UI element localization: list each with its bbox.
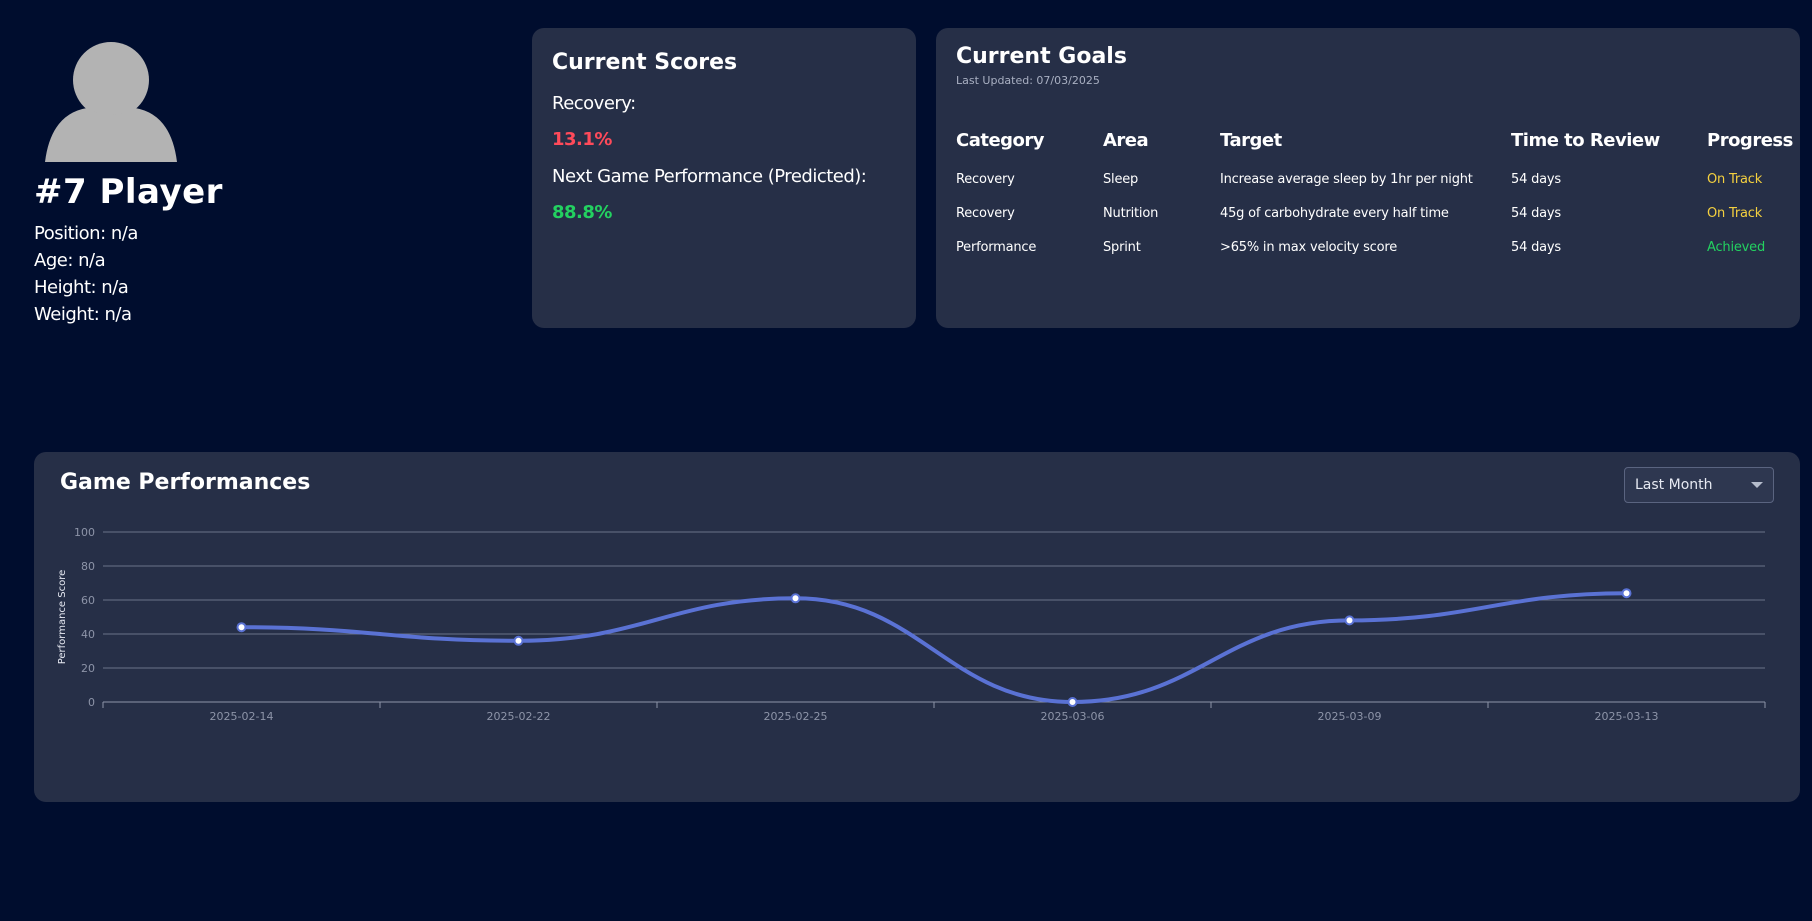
x-tick-label: 2025-03-06 [1041, 710, 1105, 723]
goal-category: Performance [956, 239, 1037, 255]
goal-category: Recovery [956, 171, 1015, 187]
current-goals-title: Current Goals [956, 44, 1127, 69]
header-time-to-review: Time to Review [1511, 129, 1660, 151]
data-point [1067, 697, 1078, 707]
table-row: Performance Sprint >65% in max velocity … [956, 230, 1797, 264]
goal-review: 54 days [1511, 205, 1561, 221]
x-tick-label: 2025-02-14 [210, 710, 274, 723]
goals-table: Category Area Target Time to Review Prog… [956, 118, 1797, 264]
goal-area: Sprint [1103, 239, 1141, 255]
table-row: Recovery Sleep Increase average sleep by… [956, 162, 1797, 196]
user-silhouette-icon [45, 40, 177, 162]
player-position: Position: n/a [34, 223, 138, 244]
performance-chart: 0 20 40 60 80 100 2025-02-14 2025-02-22 2025-02-… [57, 526, 1766, 723]
current-goals-card: Current Goals Last Updated: 07/03/2025 C… [936, 28, 1800, 328]
last-updated: Last Updated: 07/03/2025 [956, 74, 1100, 87]
next-game-label: Next Game Performance (Predicted): [552, 166, 867, 187]
recovery-label: Recovery: [552, 93, 636, 114]
next-game-value: 88.8% [552, 202, 612, 223]
chevron-down-icon [1751, 482, 1763, 488]
goal-progress: On Track [1707, 205, 1763, 221]
goal-target: 45g of carbohydrate every half time [1220, 205, 1449, 221]
header-progress: Progress [1707, 129, 1793, 151]
player-name: #7 Player [34, 172, 223, 212]
y-tick-label: 0 [88, 696, 95, 709]
game-performances-card: Game Performances Last Month 0 20 40 60 80 10… [34, 452, 1800, 802]
x-tick-label: 2025-03-09 [1318, 710, 1382, 723]
data-point [513, 635, 524, 646]
goal-review: 54 days [1511, 239, 1561, 255]
y-tick-label: 40 [81, 628, 95, 641]
player-age: Age: n/a [34, 250, 106, 271]
x-tick-label: 2025-03-13 [1595, 710, 1659, 723]
time-range-select[interactable]: Last Month [1624, 467, 1774, 503]
current-scores-title: Current Scores [552, 50, 738, 75]
x-tick-label: 2025-02-25 [764, 710, 828, 723]
goals-header-row: Category Area Target Time to Review Prog… [956, 118, 1797, 162]
y-tick-label: 100 [74, 526, 95, 539]
current-scores-card: Current Scores Recovery: 13.1% Next Game… [532, 28, 916, 328]
data-point [1344, 615, 1355, 626]
player-height: Height: n/a [34, 277, 129, 298]
player-weight: Weight: n/a [34, 304, 132, 325]
goal-target: >65% in max velocity score [1220, 239, 1398, 255]
series-line [239, 591, 1629, 705]
goal-target: Increase average sleep by 1hr per night [1220, 171, 1473, 187]
y-axis-title: Performance Score [57, 570, 68, 665]
goal-review: 54 days [1511, 171, 1561, 187]
goal-category: Recovery [956, 205, 1015, 221]
header-target: Target [1220, 129, 1282, 151]
goal-progress: Achieved [1707, 239, 1766, 255]
y-tick-label: 80 [81, 560, 95, 573]
goal-progress: On Track [1707, 171, 1763, 187]
data-point [790, 593, 801, 604]
player-attributes: Position: n/a Age: n/a Height: n/a Weigh… [34, 220, 138, 328]
goal-area: Sleep [1103, 171, 1139, 187]
recovery-value: 13.1% [552, 129, 612, 150]
data-point [1621, 588, 1632, 599]
header-category: Category [956, 129, 1045, 151]
goal-area: Nutrition [1103, 205, 1159, 221]
y-tick-label: 20 [81, 662, 95, 675]
game-performances-title: Game Performances [60, 470, 311, 495]
data-point [236, 622, 247, 633]
table-row: Recovery Nutrition 45g of carbohydrate e… [956, 196, 1797, 230]
time-range-value: Last Month [1635, 477, 1713, 493]
y-tick-label: 60 [81, 594, 95, 607]
header-area: Area [1103, 129, 1149, 151]
x-tick-label: 2025-02-22 [487, 710, 551, 723]
